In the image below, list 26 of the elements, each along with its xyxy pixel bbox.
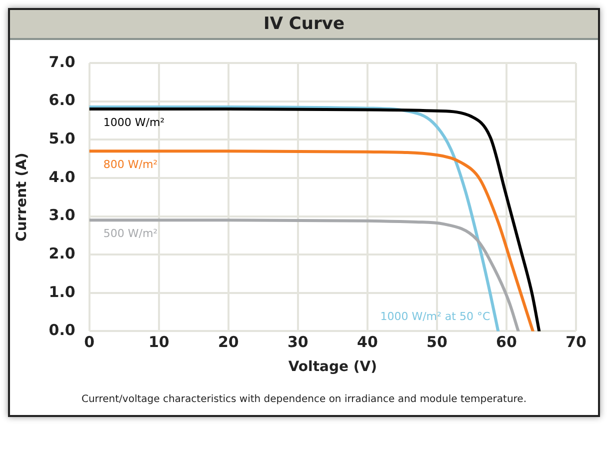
x-tick-label: 60 [496,333,517,352]
series-label: 500 W/m² [103,226,158,240]
y-tick-label: 5.0 [48,130,76,148]
x-tick-label: 30 [287,333,308,352]
series-label: 1000 W/m² at 50 °C [380,310,490,324]
line-series [89,150,534,332]
x-tick-label: 20 [218,333,239,352]
series-label: 800 W/m² [103,158,158,171]
x-tick-label: 70 [566,333,586,352]
line-series [89,218,520,332]
y-tick-label: 7.0 [48,52,76,71]
chart-title: IV Curve [10,10,598,40]
y-tick-label: 3.0 [48,206,76,224]
text: Current/voltage characteristics with dependence on irradiance and module temperature. [80,393,528,407]
x-axis-title: Voltage (V) [288,359,378,376]
x-tick-label: 50 [426,333,448,352]
series-label: 1000 W/m² [103,116,165,129]
y-tick-label: 2.0 [48,244,76,262]
y-axis-title: Current (A) [14,152,30,242]
x-tick-label: 0 [84,333,95,352]
y-tick-label: 1.0 [48,282,76,301]
y-tick-label: 0.0 [48,321,76,340]
y-tick-label: 6.0 [48,91,76,110]
x-tick-label: 10 [148,333,170,352]
x-tick-label: 40 [357,333,378,352]
y-tick-label: 4.0 [48,168,76,186]
